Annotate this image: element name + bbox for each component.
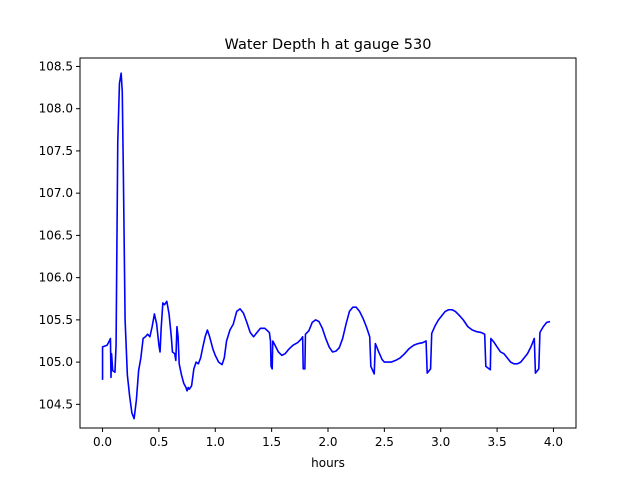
x-tick-label: 3.0 [431, 435, 450, 449]
x-axis-label: hours [311, 456, 345, 470]
x-tick-label: 0.0 [93, 435, 112, 449]
x-tick-label: 1.0 [206, 435, 225, 449]
x-tick-label: 4.0 [544, 435, 563, 449]
chart-title: Water Depth h at gauge 530 [225, 37, 432, 53]
series-line-0 [101, 72, 551, 420]
y-tick-label: 108.0 [39, 102, 73, 116]
y-tick-label: 106.0 [39, 271, 73, 285]
y-tick-label: 108.5 [39, 59, 73, 73]
y-tick-label: 105.5 [39, 313, 73, 327]
plot-frame [79, 57, 577, 429]
y-tick-label: 107.5 [39, 144, 73, 158]
y-tick-label: 105.0 [39, 355, 73, 369]
y-tick-label: 107.0 [39, 186, 73, 200]
y-tick-label: 106.5 [39, 228, 73, 242]
x-tick-label: 0.5 [149, 435, 168, 449]
x-tick-label: 1.5 [262, 435, 281, 449]
y-tick-label: 104.5 [39, 397, 73, 411]
x-tick-label: 2.0 [318, 435, 337, 449]
x-axis: 0.0 0.5 1.0 1.5 2.0 2.5 3.0 3.5 4.0 [93, 428, 563, 449]
y-axis: 104.5 105.0 105.5 106.0 106.5 107.0 107.5 108.0… [39, 59, 80, 411]
plot-area [101, 72, 551, 420]
x-tick-label: 3.5 [488, 435, 507, 449]
x-tick-label: 2.5 [375, 435, 394, 449]
